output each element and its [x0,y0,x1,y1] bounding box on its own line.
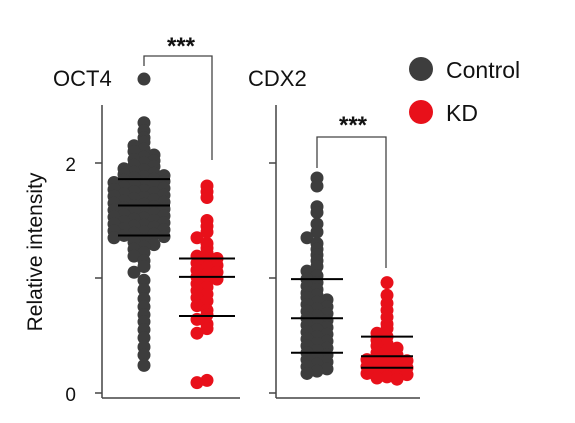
point-oct4-kd-5 [200,225,214,239]
point-cdx2-control-52 [310,364,324,378]
point-oct4-control-95 [137,358,151,372]
point-cdx2-kd-31 [360,366,374,380]
point-oct4-control-0 [137,72,151,86]
point-oct4-kd-28 [190,299,204,313]
point-cdx2-control-51 [320,362,334,376]
point-cdx2-control-1 [310,179,324,193]
point-oct4-control-83 [137,260,151,273]
point-cdx2-kd-36 [390,372,404,386]
point-oct4-kd-35 [200,373,214,387]
y-axis-label: Relative intensity [24,172,47,331]
legend-marker-control [409,57,433,81]
y-tick-label-2: 2 [65,155,76,176]
bracket-cdx2 [316,136,387,268]
axes [95,105,420,399]
legend-label-control: Control [446,57,520,83]
point-cdx2-control-11 [310,260,324,273]
point-cdx2-kd-0 [380,276,394,290]
point-oct4-control-86 [137,283,151,296]
significance-stars-cdx2: *** [339,112,368,139]
y-tick-label-0: 0 [65,385,76,406]
legend: Control KD [409,57,520,126]
point-cdx2-kd-32 [400,368,414,382]
data-points [107,72,414,390]
point-oct4-control-85 [137,273,151,287]
point-cdx2-kd-35 [370,371,384,385]
point-oct4-control-71 [147,227,161,241]
panel-title-cdx2: CDX2 [248,66,307,91]
point-oct4-control-84 [127,265,141,279]
point-cdx2-control-3 [310,205,324,219]
significance-brackets [143,55,387,268]
point-oct4-kd-36 [190,376,204,390]
bracket-oct4 [143,55,213,160]
summary-lines [118,178,413,369]
point-oct4-kd-6 [190,231,204,245]
point-oct4-kd-27 [200,294,214,308]
legend-marker-kd [409,100,433,124]
point-oct4-control-77 [147,238,161,252]
point-oct4-kd-2 [200,191,214,204]
point-cdx2-kd-34 [380,370,394,384]
point-oct4-control-94 [137,348,151,362]
significance-stars-oct4: *** [167,33,196,60]
point-oct4-control-73 [157,230,171,244]
point-oct4-control-74 [107,231,121,245]
point-cdx2-control-53 [300,366,314,380]
point-oct4-kd-34 [190,326,204,340]
point-cdx2-control-6 [300,231,314,245]
panel-title-oct4: OCT4 [53,66,112,91]
point-oct4-kd-30 [200,308,214,322]
point-oct4-kd-33 [200,322,214,336]
point-cdx2-control-5 [310,225,324,239]
point-oct4-control-92 [137,331,151,345]
legend-label-kd: KD [446,100,478,126]
point-oct4-control-81 [127,249,141,263]
